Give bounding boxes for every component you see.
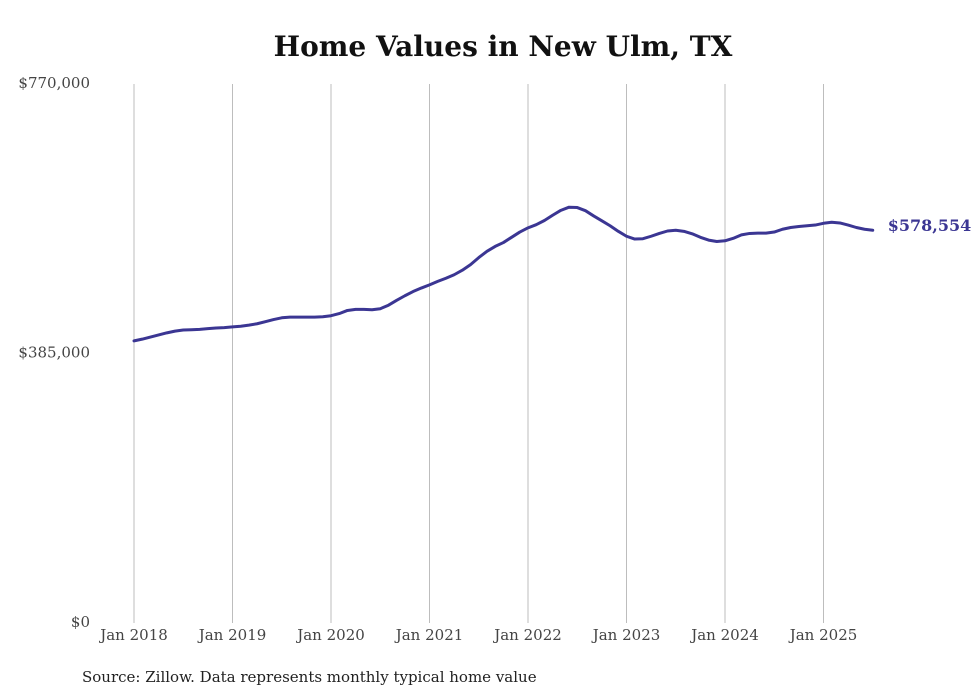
x-tick-label: Jan 2025 xyxy=(788,626,858,644)
source-note: Source: Zillow. Data represents monthly … xyxy=(82,668,537,686)
series-line-0 xyxy=(132,205,875,343)
x-tick-label: Jan 2024 xyxy=(689,626,759,644)
y-tick-label: $385,000 xyxy=(18,344,90,362)
x-tick-label: Jan 2018 xyxy=(98,626,168,644)
y-axis: $0 $385,000 $770,000 xyxy=(18,74,90,631)
x-axis: Jan 2018 Jan 2019 Jan 2020 Jan 2021 Jan 2022… xyxy=(98,626,857,644)
gridlines xyxy=(133,84,824,623)
x-tick-label: Jan 2021 xyxy=(394,626,464,644)
chart-title: Home Values in New Ulm, TX xyxy=(273,30,733,63)
series-layer xyxy=(132,205,875,343)
end-value-label: $578,554 xyxy=(888,216,972,235)
y-tick-label: $0 xyxy=(71,613,90,631)
x-tick-label: Jan 2022 xyxy=(492,626,562,644)
x-tick-label: Jan 2019 xyxy=(197,626,267,644)
x-tick-label: Jan 2020 xyxy=(295,626,365,644)
end-label-layer: $578,554 xyxy=(888,216,972,235)
y-tick-label: $770,000 xyxy=(18,74,90,92)
x-tick-label: Jan 2023 xyxy=(591,626,661,644)
